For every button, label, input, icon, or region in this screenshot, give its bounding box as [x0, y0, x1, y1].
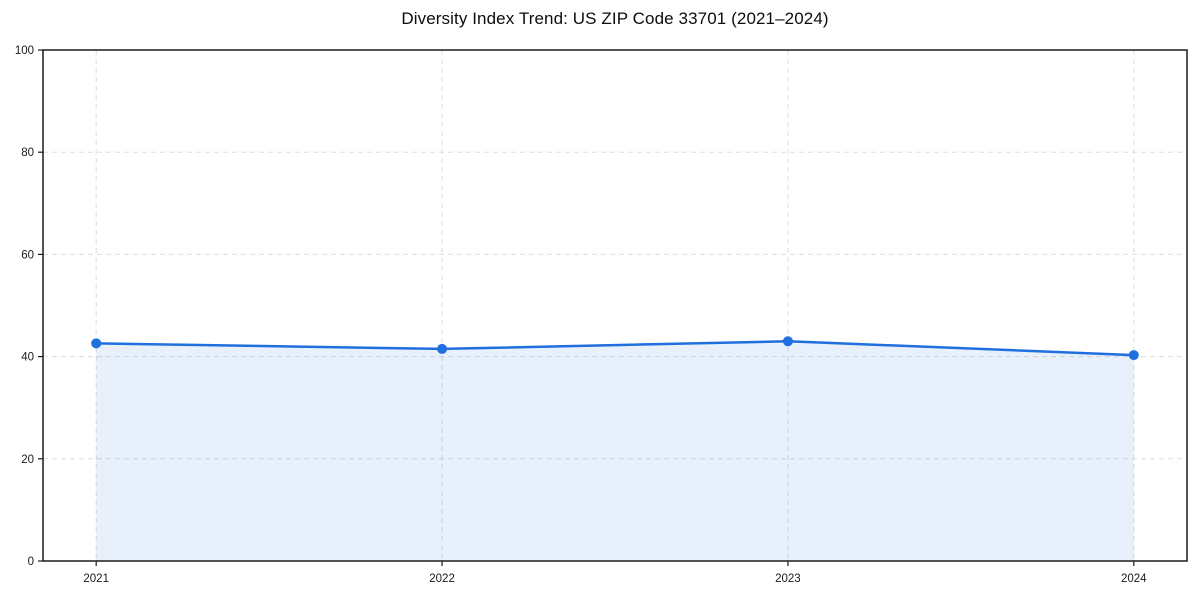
data-point-2024: [1128, 350, 1139, 361]
x-axis-tick-label: 2022: [429, 573, 455, 585]
area-fill: [96, 341, 1134, 561]
plot-border: [42, 49, 1188, 562]
data-point-2023: [782, 336, 793, 347]
y-axis-tick-label: 80: [21, 147, 34, 159]
trend-line: [94, 340, 1136, 357]
y-axis-tick-label: 0: [28, 556, 34, 568]
data-point-2021: [91, 338, 102, 349]
x-axis-tick-label: 2021: [83, 573, 109, 585]
x-axis-tick-label: 2023: [775, 573, 801, 585]
x-axis-tick-label: 2024: [1121, 573, 1147, 585]
data-point-2022: [437, 343, 448, 354]
y-axis-tick-label: 20: [21, 454, 34, 466]
y-axis-tick-label: 100: [15, 45, 34, 57]
y-axis-tick-label: 60: [21, 249, 34, 261]
chart-title: Diversity Index Trend: US ZIP Code 33701…: [401, 9, 829, 28]
y-axis-tick-label: 40: [21, 352, 34, 364]
